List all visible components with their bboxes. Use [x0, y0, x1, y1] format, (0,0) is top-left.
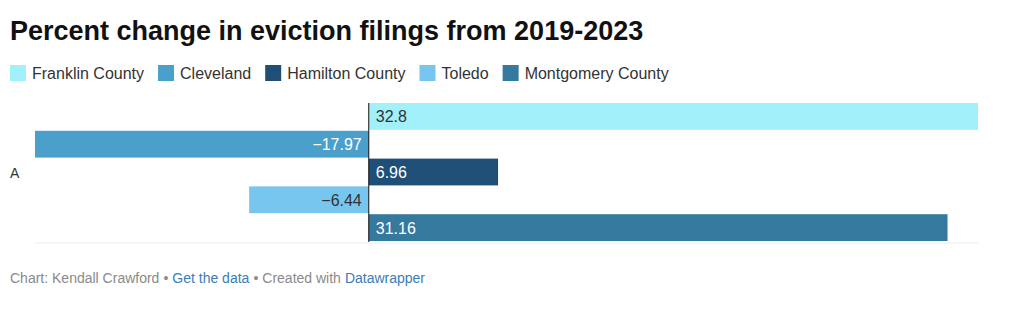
data-labels: 32.8 −17.97 6.96 −6.44 31.16	[312, 108, 416, 236]
axis-line	[35, 243, 978, 244]
legend-label: Montgomery County	[525, 65, 669, 82]
legend-swatch	[158, 65, 174, 81]
bar	[369, 103, 978, 130]
data-label: 6.96	[376, 164, 407, 181]
data-label: 32.8	[376, 108, 407, 125]
data-label: −17.97	[312, 136, 361, 153]
legend-label: Franklin County	[32, 65, 144, 82]
legend-label: Hamilton County	[287, 65, 405, 82]
footer-text: Created with	[262, 270, 341, 286]
footer-text: •	[253, 270, 258, 286]
legend-label: Cleveland	[180, 65, 251, 82]
bar	[35, 131, 369, 158]
legend-swatch	[10, 65, 26, 81]
chart: Percent change in eviction filings from …	[0, 0, 1024, 319]
data-label: 31.16	[376, 220, 416, 237]
legend-swatch	[503, 65, 519, 81]
bars	[35, 103, 978, 241]
data-label: −6.44	[321, 192, 362, 209]
footer-link[interactable]: Datawrapper	[345, 270, 425, 286]
legend-swatch	[419, 65, 435, 81]
footer-text: •	[163, 270, 168, 286]
title: Percent change in eviction filings from …	[10, 16, 643, 46]
bar	[249, 186, 369, 213]
footer-link[interactable]: Get the data	[172, 270, 249, 286]
category-label: A	[10, 165, 20, 181]
bar	[369, 214, 948, 241]
legend-label: Toledo	[441, 65, 488, 82]
bar	[369, 159, 498, 186]
legend: Franklin County Cleveland Hamilton County T…	[10, 65, 669, 82]
zero-line	[368, 103, 369, 242]
legend-swatch	[265, 65, 281, 81]
footer-text: Chart: Kendall Crawford	[10, 270, 159, 286]
